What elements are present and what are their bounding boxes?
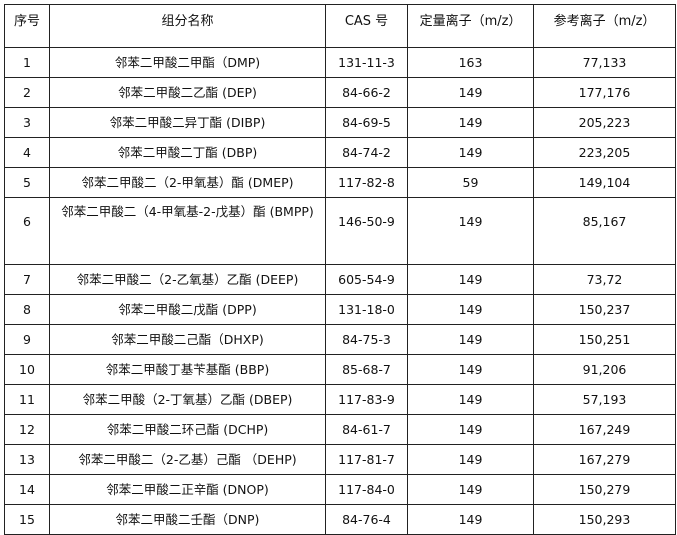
cell-ref-ion: 57,193 xyxy=(533,384,676,415)
cell-cas: 84-61-7 xyxy=(325,414,408,445)
cell-quant-ion: 149 xyxy=(407,77,534,108)
cell-component-name: 邻苯二甲酸二异丁酯 (DIBP) xyxy=(49,107,326,138)
cell-component-name: 邻苯二甲酸二戊酯 (DPP) xyxy=(49,294,326,325)
cell-index: 4 xyxy=(4,137,50,168)
table-row: 4 邻苯二甲酸二丁酯 (DBP) 84-74-2 149 223,205 xyxy=(4,137,676,168)
cell-component-name: 邻苯二甲酸二正辛酯 (DNOP) xyxy=(49,474,326,505)
table-row: 10 邻苯二甲酸丁基苄基酯 (BBP) 85-68-7 149 91,206 xyxy=(4,354,676,385)
cell-quant-ion: 59 xyxy=(407,167,534,198)
cell-component-name: 邻苯二甲酸二甲酯（DMP) xyxy=(49,47,326,78)
cell-quant-ion: 149 xyxy=(407,294,534,325)
cell-ref-ion: 73,72 xyxy=(533,264,676,295)
cell-index: 5 xyxy=(4,167,50,198)
cell-quant-ion: 149 xyxy=(407,444,534,475)
table-row: 6 邻苯二甲酸二（4-甲氧基-2-戊基）酯 (BMPP) 146-50-9 149 85… xyxy=(4,197,676,265)
cell-ref-ion: 167,249 xyxy=(533,414,676,445)
cell-component-name: 邻苯二甲酸二乙酯 (DEP) xyxy=(49,77,326,108)
cell-ref-ion: 150,293 xyxy=(533,504,676,535)
cell-index: 10 xyxy=(4,354,50,385)
cell-quant-ion: 149 xyxy=(407,324,534,355)
cell-index: 15 xyxy=(4,504,50,535)
cell-ref-ion: 167,279 xyxy=(533,444,676,475)
cell-quant-ion: 149 xyxy=(407,107,534,138)
cell-ref-ion: 177,176 xyxy=(533,77,676,108)
cell-ref-ion: 150,279 xyxy=(533,474,676,505)
cell-cas: 84-66-2 xyxy=(325,77,408,108)
cell-index: 3 xyxy=(4,107,50,138)
cell-component-name: 邻苯二甲酸（2-丁氧基）乙酯 (DBEP) xyxy=(49,384,326,415)
cell-index: 1 xyxy=(4,47,50,78)
cell-component-name: 邻苯二甲酸二（2-乙基）己酯 （DEHP) xyxy=(49,444,326,475)
cell-component-name: 邻苯二甲酸二丁酯 (DBP) xyxy=(49,137,326,168)
cell-index: 9 xyxy=(4,324,50,355)
cell-cas: 117-81-7 xyxy=(325,444,408,475)
cell-quant-ion: 163 xyxy=(407,47,534,78)
table-row: 3 邻苯二甲酸二异丁酯 (DIBP) 84-69-5 149 205,223 xyxy=(4,107,676,138)
header-ref-ion: 参考离子（m/z） xyxy=(533,4,676,48)
header-component-name: 组分名称 xyxy=(49,4,326,48)
table-row: 8 邻苯二甲酸二戊酯 (DPP) 131-18-0 149 150,237 xyxy=(4,294,676,325)
table-row: 13 邻苯二甲酸二（2-乙基）己酯 （DEHP) 117-81-7 149 167,27… xyxy=(4,444,676,475)
cell-quant-ion: 149 xyxy=(407,354,534,385)
cell-cas: 84-75-3 xyxy=(325,324,408,355)
cell-cas: 117-84-0 xyxy=(325,474,408,505)
cell-index: 7 xyxy=(4,264,50,295)
cell-index: 6 xyxy=(4,197,50,265)
cell-ref-ion: 205,223 xyxy=(533,107,676,138)
table-row: 1 邻苯二甲酸二甲酯（DMP) 131-11-3 163 77,133 xyxy=(4,47,676,78)
cell-cas: 131-18-0 xyxy=(325,294,408,325)
cell-cas: 117-82-8 xyxy=(325,167,408,198)
cell-quant-ion: 149 xyxy=(407,264,534,295)
cell-quant-ion: 149 xyxy=(407,414,534,445)
cell-cas: 605-54-9 xyxy=(325,264,408,295)
cell-component-name: 邻苯二甲酸二（2-甲氧基）酯 (DMEP) xyxy=(49,167,326,198)
phthalate-ion-table: 序号 组分名称 CAS 号 定量离子（m/z） 参考离子（m/z） 1 邻苯二甲酸… xyxy=(4,4,676,535)
cell-ref-ion: 85,167 xyxy=(533,197,676,265)
table-row: 5 邻苯二甲酸二（2-甲氧基）酯 (DMEP) 117-82-8 59 149,104 xyxy=(4,167,676,198)
cell-index: 2 xyxy=(4,77,50,108)
cell-cas: 84-76-4 xyxy=(325,504,408,535)
table-row: 14 邻苯二甲酸二正辛酯 (DNOP) 117-84-0 149 150,279 xyxy=(4,474,676,505)
cell-index: 12 xyxy=(4,414,50,445)
cell-cas: 84-69-5 xyxy=(325,107,408,138)
cell-component-name: 邻苯二甲酸二（4-甲氧基-2-戊基）酯 (BMPP) xyxy=(49,197,326,265)
cell-cas: 146-50-9 xyxy=(325,197,408,265)
table-row: 12 邻苯二甲酸二环己酯 (DCHP) 84-61-7 149 167,249 xyxy=(4,414,676,445)
table-row: 2 邻苯二甲酸二乙酯 (DEP) 84-66-2 149 177,176 xyxy=(4,77,676,108)
cell-index: 8 xyxy=(4,294,50,325)
cell-component-name: 邻苯二甲酸二环己酯 (DCHP) xyxy=(49,414,326,445)
cell-cas: 84-74-2 xyxy=(325,137,408,168)
cell-component-name: 邻苯二甲酸丁基苄基酯 (BBP) xyxy=(49,354,326,385)
cell-cas: 85-68-7 xyxy=(325,354,408,385)
cell-quant-ion: 149 xyxy=(407,197,534,265)
cell-ref-ion: 77,133 xyxy=(533,47,676,78)
cell-quant-ion: 149 xyxy=(407,384,534,415)
cell-component-name: 邻苯二甲酸二己酯（DHXP) xyxy=(49,324,326,355)
cell-ref-ion: 223,205 xyxy=(533,137,676,168)
cell-component-name: 邻苯二甲酸二壬酯（DNP) xyxy=(49,504,326,535)
cell-ref-ion: 91,206 xyxy=(533,354,676,385)
table-row: 11 邻苯二甲酸（2-丁氧基）乙酯 (DBEP) 117-83-9 149 57,193 xyxy=(4,384,676,415)
table-row: 15 邻苯二甲酸二壬酯（DNP) 84-76-4 149 150,293 xyxy=(4,504,676,535)
table-row: 7 邻苯二甲酸二（2-乙氧基）乙酯 (DEEP) 605-54-9 149 73,72 xyxy=(4,264,676,295)
cell-ref-ion: 150,251 xyxy=(533,324,676,355)
header-quant-ion: 定量离子（m/z） xyxy=(407,4,534,48)
cell-ref-ion: 149,104 xyxy=(533,167,676,198)
table-row: 9 邻苯二甲酸二己酯（DHXP) 84-75-3 149 150,251 xyxy=(4,324,676,355)
table-header-row: 序号 组分名称 CAS 号 定量离子（m/z） 参考离子（m/z） xyxy=(4,4,676,48)
cell-quant-ion: 149 xyxy=(407,474,534,505)
cell-component-name: 邻苯二甲酸二（2-乙氧基）乙酯 (DEEP) xyxy=(49,264,326,295)
cell-ref-ion: 150,237 xyxy=(533,294,676,325)
cell-index: 14 xyxy=(4,474,50,505)
cell-quant-ion: 149 xyxy=(407,137,534,168)
cell-cas: 131-11-3 xyxy=(325,47,408,78)
cell-quant-ion: 149 xyxy=(407,504,534,535)
header-index: 序号 xyxy=(4,4,50,48)
header-cas: CAS 号 xyxy=(325,4,408,48)
cell-cas: 117-83-9 xyxy=(325,384,408,415)
cell-index: 13 xyxy=(4,444,50,475)
cell-index: 11 xyxy=(4,384,50,415)
